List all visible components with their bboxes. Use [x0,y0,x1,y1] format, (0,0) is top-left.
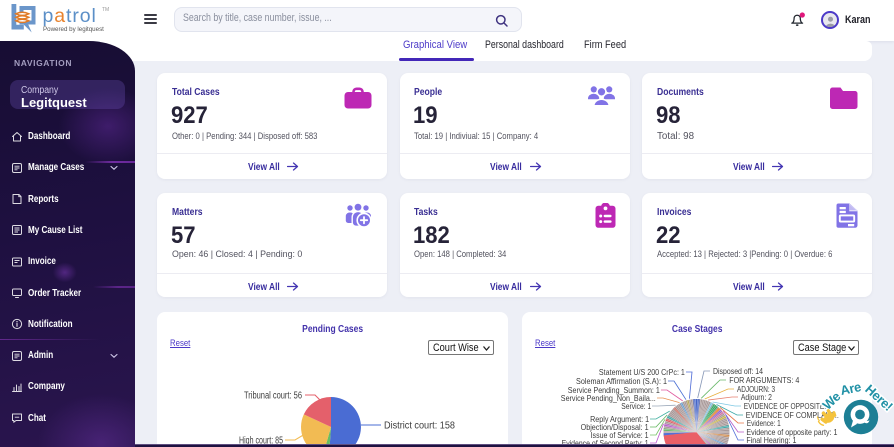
svg-text:patrol: patrol [43,5,97,27]
svg-text:Powered by legitquest: Powered by legitquest [43,26,104,33]
svg-text:FOR ARGUMENTS: 4: FOR ARGUMENTS: 4 [729,375,799,385]
svg-text:Service Pending_Summon: 1: Service Pending_Summon: 1 [567,385,659,395]
svg-text:Evidence of Second Party: 1: Evidence of Second Party: 1 [561,438,648,447]
svg-text:Soleman Affirmation (S.A): 1: Soleman Affirmation (S.A): 1 [576,376,667,386]
svg-text:Final Hearing: 1: Final Hearing: 1 [746,435,796,445]
svg-text:Are: Are [839,379,863,398]
svg-text:Evidence: 1: Evidence: 1 [746,418,780,428]
svg-text:High court: 85: High court: 85 [239,436,283,447]
svg-text:Disposed off: 14: Disposed off: 14 [713,366,763,376]
svg-text:Service Pending_Non_Baila...: Service Pending_Non_Baila... [560,393,655,403]
svg-text:Statement U/S 200 CrPc: 1: Statement U/S 200 CrPc: 1 [598,367,684,377]
svg-text:Objection/Disposal: 1: Objection/Disposal: 1 [580,422,648,432]
svg-text:ADJOURN: 3: ADJOURN: 3 [737,384,775,394]
svg-text:District court: 158: District court: 158 [384,421,455,432]
svg-text:Tribunal court: 56: Tribunal court: 56 [244,391,302,402]
svg-text:Service: 1: Service: 1 [621,401,651,411]
svg-text:Adjourn: 2: Adjourn: 2 [740,392,771,402]
svg-text:Reply Argument: 1: Reply Argument: 1 [590,414,649,424]
svg-text:Issue of Service: 1: Issue of Service: 1 [590,430,648,440]
svg-text:EVIDENCE OF OPPOSITE...: EVIDENCE OF OPPOSITE... [743,401,829,411]
svg-text:EVIDENCE OF COMPLAIN...: EVIDENCE OF COMPLAIN... [745,410,838,420]
svg-text:TM: TM [102,7,109,13]
svg-text:Evidence of opposite party: 1: Evidence of opposite party: 1 [746,427,837,437]
